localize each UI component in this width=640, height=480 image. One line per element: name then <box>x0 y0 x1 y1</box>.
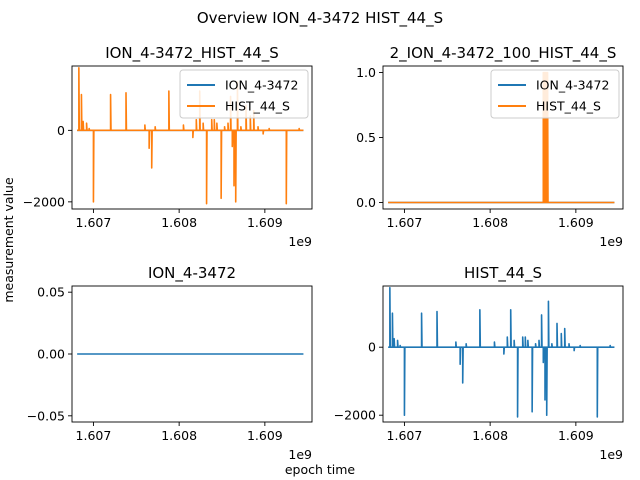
y-tick-label: 0 <box>368 340 376 355</box>
figure-ylabel: measurement value <box>1 177 16 303</box>
plot-area <box>77 66 304 205</box>
figure-suptitle: Overview ION_4-3472 HIST_44_S <box>197 9 443 28</box>
chart-title: ION_4-3472 <box>148 264 236 283</box>
x-tick-label: 1.609 <box>558 215 594 230</box>
series-line-hist-44-s <box>388 286 615 418</box>
legend: ION_4-3472 HIST_44_S <box>179 69 309 119</box>
chart-title: HIST_44_S <box>464 264 542 283</box>
x-exponent-label: 1e9 <box>599 447 623 462</box>
axes-frame <box>382 285 624 423</box>
x-tick-label: 1.607 <box>76 428 112 443</box>
chart-panel-4: HIST_44_S 1.607 1.608 1.609 −2000 0 1e9 <box>334 264 624 462</box>
x-tick-label: 1.608 <box>161 215 197 230</box>
plot-area <box>388 286 615 418</box>
legend-entry-label: HIST_44_S <box>225 99 290 114</box>
axes-frame <box>71 65 313 210</box>
plot-area <box>388 71 615 204</box>
chart-title: ION_4-3472_HIST_44_S <box>105 44 279 63</box>
legend: ION_4-3472 HIST_44_S <box>490 69 620 119</box>
chart-panel-2: 2_ION_4-3472_100_HIST_44_S 1.607 1.608 1.60… <box>356 44 624 249</box>
y-tick-label: 0 <box>57 123 65 138</box>
y-tick-label: 0.0 <box>356 195 376 210</box>
legend-entry-label: ION_4-3472 <box>536 78 609 93</box>
figure-xlabel: epoch time <box>285 462 356 477</box>
legend-entry-label: ION_4-3472 <box>225 78 298 93</box>
chart-panel-1: ION_4-3472_HIST_44_S 1.607 1.608 1.609 −2000… <box>23 44 313 249</box>
chart-panel-3: ION_4-3472 1.607 1.608 1.609 −0.05 0.00 0.05 1e… <box>27 264 313 462</box>
x-tick-label: 1.607 <box>76 215 112 230</box>
y-tick-label: −2000 <box>334 408 376 423</box>
legend-entry-label: HIST_44_S <box>536 99 601 114</box>
x-tick-label: 1.607 <box>387 428 423 443</box>
x-exponent-label: 1e9 <box>599 234 623 249</box>
x-tick-label: 1.608 <box>161 428 197 443</box>
x-tick-label: 1.609 <box>247 428 283 443</box>
x-tick-label: 1.607 <box>387 215 423 230</box>
x-exponent-label: 1e9 <box>288 234 312 249</box>
x-tick-label: 1.609 <box>558 428 594 443</box>
x-tick-label: 1.609 <box>247 215 283 230</box>
series-line-hist-44-s <box>388 71 615 204</box>
x-tick-label: 1.608 <box>472 428 508 443</box>
chart-title: 2_ION_4-3472_100_HIST_44_S <box>390 44 617 63</box>
y-tick-label: −2000 <box>23 194 65 209</box>
y-tick-label: 0.00 <box>37 347 65 362</box>
x-exponent-label: 1e9 <box>288 447 312 462</box>
y-tick-label: 0.05 <box>37 285 65 300</box>
y-tick-label: 1.0 <box>356 65 376 80</box>
series-line-hist-44-s <box>77 66 304 205</box>
y-tick-label: −0.05 <box>27 408 65 423</box>
y-tick-label: 0.5 <box>356 130 376 145</box>
x-tick-label: 1.608 <box>472 215 508 230</box>
